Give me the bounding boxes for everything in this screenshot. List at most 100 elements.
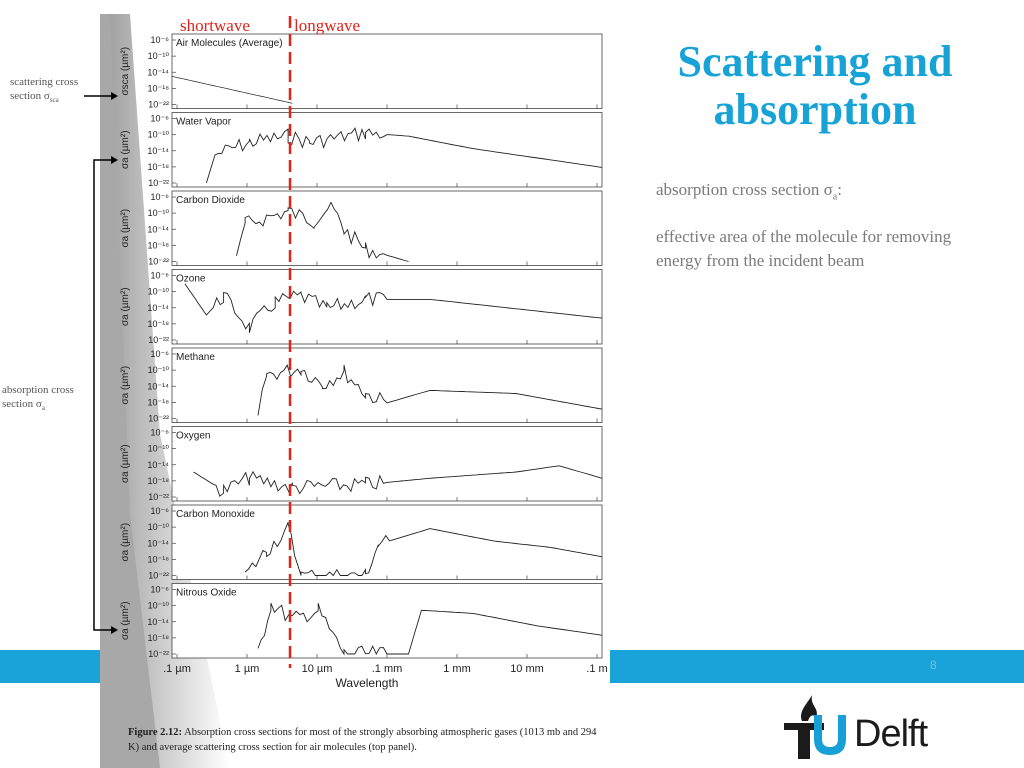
page-number: 8	[930, 658, 937, 672]
y-tick-label: 10⁻⁶	[151, 35, 170, 45]
y-tick-label: 10⁻¹⁴	[147, 303, 169, 313]
absorption-label: absorption cross section σ	[2, 384, 74, 410]
y-tick-label: 10⁻¹⁰	[148, 365, 170, 375]
flame-icon	[784, 695, 824, 759]
y-tick-label: 10⁻²²	[148, 492, 169, 502]
description: absorption cross section σa: effective a…	[656, 178, 956, 289]
absorption-arrowhead-top	[111, 156, 118, 164]
y-tick-label: 10⁻¹⁰	[148, 51, 170, 61]
y-tick-label: 10⁻⁶	[151, 506, 170, 516]
x-tick-label: 10 µm	[302, 663, 333, 675]
panel-name: Oxygen	[176, 431, 210, 442]
panel-name: Ozone	[176, 274, 206, 285]
figure: 10⁻⁶ 10⁻¹⁰ 10⁻¹⁴ 10⁻¹⁸ 10⁻²² σsca (µm²) Air Mo…	[100, 14, 610, 768]
y-tick-label: 10⁻²²	[148, 335, 169, 345]
panel-frame	[171, 426, 603, 502]
series-line	[244, 522, 603, 577]
series-line	[257, 603, 603, 656]
series-line	[184, 283, 603, 333]
y-axis-label: σa (µm²)	[120, 287, 131, 326]
absorption-arrowhead-bottom	[111, 626, 118, 634]
y-tick-label: 10⁻¹⁰	[148, 601, 170, 611]
panel-frame	[171, 583, 603, 659]
y-axis-label: σa (µm²)	[120, 601, 131, 640]
y-axis-label: σa (µm²)	[120, 130, 131, 169]
y-tick-label: 10⁻²²	[148, 178, 169, 188]
panel-frame	[171, 112, 603, 188]
y-axis-label: σa (µm²)	[120, 209, 131, 248]
y-tick-label: 10⁻¹⁴	[147, 67, 169, 77]
x-tick-label: 1 µm	[235, 663, 260, 675]
longwave-label: longwave	[294, 16, 361, 35]
y-tick-label: 10⁻⁶	[151, 271, 170, 281]
y-axis-label: σa (µm²)	[120, 444, 131, 483]
y-axis-label: σsca (µm²)	[120, 47, 131, 96]
y-axis-label: σa (µm²)	[120, 366, 131, 405]
y-tick-label: 10⁻¹⁰	[148, 130, 170, 140]
slide-title: Scattering and absorption	[652, 38, 978, 134]
panel-name: Methane	[176, 352, 215, 363]
series-line	[257, 364, 603, 416]
y-tick-label: 10⁻²²	[148, 414, 169, 424]
y-tick-label: 10⁻¹⁸	[147, 83, 169, 93]
panel-name: Carbon Dioxide	[176, 195, 245, 206]
y-tick-label: 10⁻¹⁴	[147, 381, 169, 391]
y-tick-label: 10⁻¹⁰	[148, 522, 170, 532]
panel-name: Nitrous Oxide	[176, 588, 237, 599]
y-tick-label: 10⁻⁶	[151, 349, 170, 359]
y-tick-label: 10⁻¹⁸	[147, 397, 169, 407]
figure-background	[100, 14, 230, 768]
y-tick-label: 10⁻¹⁰	[148, 287, 170, 297]
x-tick-label: 10 mm	[510, 663, 544, 675]
panel-name: Water Vapor	[176, 117, 232, 128]
series-line	[236, 201, 409, 262]
title-line-2: absorption	[713, 85, 917, 134]
absorption-bracket	[93, 159, 116, 631]
description-definition: effective area of the molecule for remov…	[656, 227, 952, 271]
y-tick-label: 10⁻²²	[148, 571, 169, 581]
panel-name: Carbon Monoxide	[176, 509, 255, 520]
series-line	[193, 465, 603, 497]
y-tick-label: 10⁻¹⁸	[147, 476, 169, 486]
panel-frame	[171, 504, 603, 580]
y-tick-label: 10⁻²²	[148, 649, 169, 659]
panel-frame	[171, 347, 603, 423]
y-tick-label: 10⁻²²	[148, 100, 169, 110]
series-line	[171, 76, 293, 104]
shortwave-label: shortwave	[180, 16, 250, 35]
y-tick-label: 10⁻⁶	[151, 585, 170, 595]
scattering-annotation: scattering cross section σsca	[10, 75, 94, 107]
logo-text: Delft	[854, 713, 928, 755]
y-tick-label: 10⁻¹⁸	[147, 633, 169, 643]
x-tick-label: .1 mm	[372, 663, 403, 675]
y-tick-label: 10⁻¹⁸	[147, 240, 169, 250]
logo-u-letter	[814, 715, 846, 755]
caption-label: Figure 2.12:	[128, 727, 183, 738]
y-tick-label: 10⁻⁶	[151, 428, 170, 438]
scattering-sub: sca	[49, 96, 59, 105]
panel-frame	[171, 33, 603, 109]
x-tick-label: .1 m	[586, 663, 607, 675]
caption-text: Absorption cross sections for most of th…	[128, 727, 597, 753]
tudelft-logo: Delft	[780, 693, 950, 763]
y-axis-label: σa (µm²)	[120, 523, 131, 562]
y-tick-label: 10⁻¹⁴	[147, 617, 169, 627]
y-tick-label: 10⁻¹⁴	[147, 224, 169, 234]
y-tick-label: 10⁻⁶	[151, 114, 170, 124]
absorption-sub: a	[41, 404, 45, 413]
figure-caption: Figure 2.12: Absorption cross sections f…	[128, 725, 608, 755]
panel-frame	[171, 190, 603, 266]
description-term-suffix: :	[837, 180, 842, 199]
y-tick-label: 10⁻¹⁴	[147, 538, 169, 548]
description-term: absorption cross section σa:	[656, 178, 956, 209]
absorption-chart: 10⁻⁶ 10⁻¹⁰ 10⁻¹⁴ 10⁻¹⁸ 10⁻²² σsca (µm²) Air Mo…	[120, 16, 608, 690]
y-tick-label: 10⁻¹⁸	[147, 162, 169, 172]
absorption-annotation: absorption cross section σa	[2, 383, 86, 415]
y-tick-label: 10⁻¹⁸	[147, 319, 169, 329]
x-tick-label: 1 mm	[443, 663, 471, 675]
description-term-text: absorption cross section σ	[656, 180, 833, 199]
annotation-arrows	[84, 92, 118, 634]
y-tick-label: 10⁻¹⁴	[147, 460, 169, 470]
y-tick-label: 10⁻⁶	[151, 192, 170, 202]
x-axis-label: Wavelength	[336, 676, 399, 690]
